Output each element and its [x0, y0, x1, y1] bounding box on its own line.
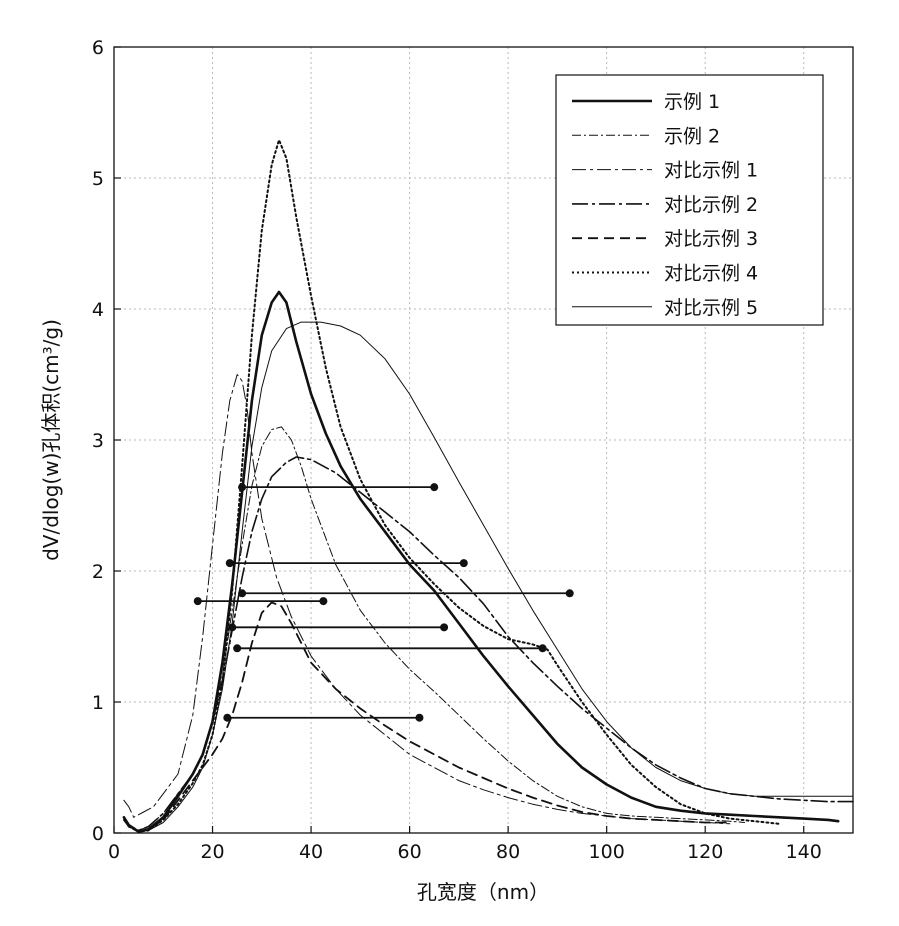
- y-tick-label: 2: [92, 561, 104, 583]
- fwhm-end-marker: [539, 644, 547, 652]
- fwhm-start-marker: [194, 597, 202, 605]
- fwhm-start-marker: [238, 589, 246, 597]
- legend-label-2: 示例 2: [664, 125, 720, 147]
- series-line-5: [124, 602, 730, 831]
- fwhm-start-marker: [233, 644, 241, 652]
- y-tick-label: 3: [92, 430, 104, 452]
- legend-label-7: 对比示例 5: [664, 297, 758, 319]
- legend-label-3: 对比示例 1: [664, 160, 758, 182]
- y-tick-label: 0: [92, 823, 104, 845]
- x-tick-label: 140: [786, 841, 822, 863]
- fwhm-end-marker: [566, 589, 574, 597]
- legend-label-1: 示例 1: [664, 91, 720, 113]
- fwhm-start-marker: [228, 623, 236, 631]
- fwhm-start-marker: [223, 714, 231, 722]
- fwhm-end-marker: [319, 597, 327, 605]
- x-axis-title: 孔宽度（nm）: [417, 880, 549, 904]
- legend-label-5: 对比示例 3: [664, 228, 758, 250]
- legend-label-4: 对比示例 2: [664, 194, 758, 216]
- fwhm-layer: [194, 483, 574, 722]
- y-axis-title: dV/dlog(w)孔体积(cm³/g): [39, 319, 63, 561]
- series-line-3: [124, 375, 730, 824]
- x-tick-label: 40: [299, 841, 323, 863]
- y-tick-label: 6: [92, 37, 104, 59]
- fwhm-end-marker: [415, 714, 423, 722]
- x-tick-label: 60: [398, 841, 422, 863]
- y-tick-label: 1: [92, 692, 104, 714]
- x-tick-label: 100: [589, 841, 625, 863]
- x-tick-label: 120: [687, 841, 723, 863]
- fwhm-start-marker: [238, 483, 246, 491]
- x-tick-label: 80: [496, 841, 520, 863]
- fwhm-end-marker: [440, 623, 448, 631]
- fwhm-start-marker: [226, 559, 234, 567]
- fwhm-end-marker: [430, 483, 438, 491]
- fwhm-end-marker: [460, 559, 468, 567]
- series-line-4: [124, 457, 853, 830]
- x-tick-label: 20: [200, 841, 224, 863]
- legend-label-6: 对比示例 4: [664, 263, 758, 285]
- y-tick-label: 4: [92, 299, 104, 321]
- y-tick-label: 5: [92, 168, 104, 190]
- x-tick-label: 0: [108, 841, 120, 863]
- legend: 示例 1 示例 2 对比示例 1 对比示例 2 对比示例 3 对比示例 4 对比示例 5: [556, 75, 823, 325]
